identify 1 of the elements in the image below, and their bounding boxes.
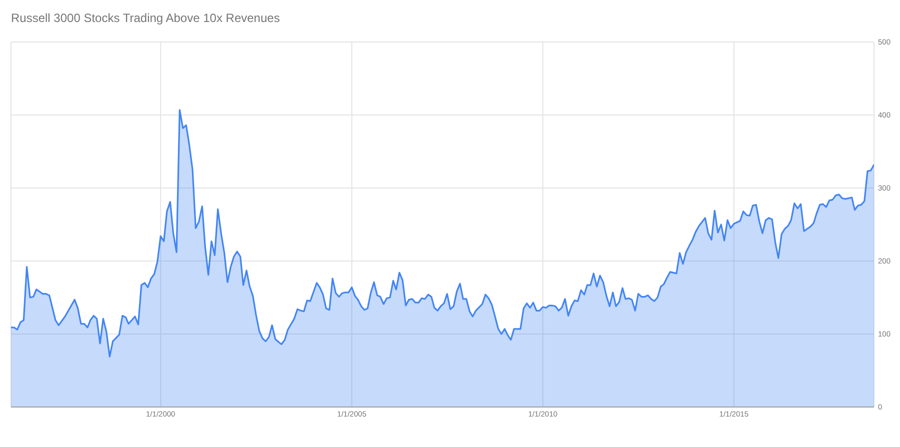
chart-title: Russell 3000 Stocks Trading Above 10x Revenues [11, 10, 280, 26]
